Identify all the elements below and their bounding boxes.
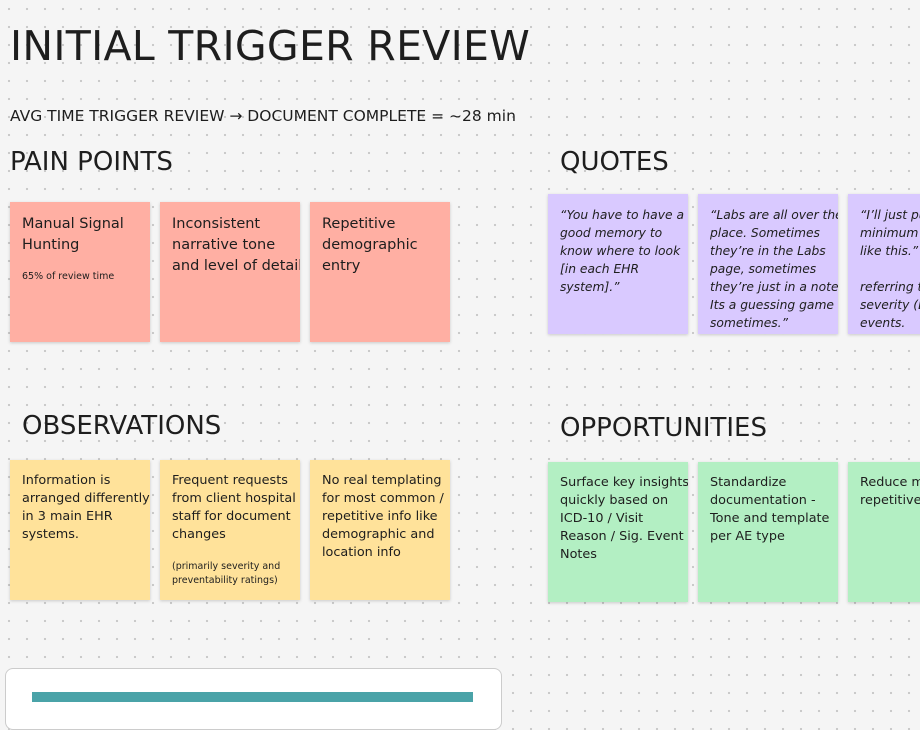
note-text: Reduce ma repetitive in	[860, 474, 920, 510]
section-title: QUOTES	[560, 147, 669, 177]
note-line: Surface key insights	[560, 475, 688, 490]
sticky-note: Surface key insights quickly based on ICD-…	[548, 462, 688, 602]
note-line: Notes	[560, 547, 597, 562]
sticky-note: “Labs are all over the place. Sometimes th…	[698, 194, 838, 334]
note-line: documentation -	[710, 493, 816, 508]
note-line: Repetitive	[322, 216, 396, 232]
note-line: repetitive info like	[322, 509, 438, 524]
note-detail-line: (primarily severity and	[172, 561, 281, 572]
note-line: per AE type	[710, 529, 785, 544]
note-line: narrative tone	[172, 237, 276, 253]
note-line: Inconsistent	[172, 216, 261, 232]
note-line: staff for document	[172, 509, 291, 524]
note-line: sometimes.”	[710, 316, 788, 330]
section-title: OPPORTUNITIES	[560, 413, 767, 443]
note-line: arranged differently	[22, 491, 150, 506]
sticky-note: Information is arranged differently in 3 m…	[10, 460, 150, 600]
note-text: Standardize documentation - Tone and templ…	[710, 474, 830, 546]
note-line: Frequent requests	[172, 473, 288, 488]
sticky-note: “You have to have a good memory to know wh…	[548, 194, 688, 334]
note-line: Standardize	[710, 475, 787, 490]
page-title: INITIAL TRIGGER REVIEW	[10, 22, 531, 70]
note-detail: (primarily severity and preventability ra…	[172, 560, 288, 588]
note-line: Reduce ma	[860, 475, 920, 490]
note-text: “You have to have a good memory to know wh…	[560, 206, 684, 296]
frame-bar	[32, 692, 473, 702]
note-detail-line: preventability ratings)	[172, 575, 278, 586]
note-text: Inconsistent narrative tone and level of d…	[172, 214, 300, 277]
sticky-note: Manual Signal Hunting 65% of review time	[10, 202, 150, 342]
sticky-note: Reduce ma repetitive in	[848, 462, 920, 602]
note-line: and level of detail	[172, 258, 300, 274]
note-line: location info	[322, 545, 401, 560]
note-line: for most common /	[322, 491, 444, 506]
note-detail: referring to severity (D events.	[860, 278, 920, 332]
note-text: Information is arranged differently in 3 m…	[22, 472, 150, 544]
note-line: [in each EHR	[560, 262, 640, 276]
note-line: know where to look	[560, 244, 681, 258]
note-line: repetitive in	[860, 493, 920, 508]
note-line: demographic and	[322, 527, 435, 542]
note-line: “I’ll just put	[860, 208, 920, 222]
note-line: entry	[322, 258, 361, 274]
note-detail-line: severity (D	[860, 298, 920, 312]
note-text: Repetitive demographic entry	[322, 214, 438, 277]
note-line: “You have to have a	[560, 208, 684, 222]
sticky-note: Repetitive demographic entry	[310, 202, 450, 342]
note-line: place. Sometimes	[710, 226, 820, 240]
note-text: Manual Signal Hunting	[22, 214, 138, 256]
section-title: PAIN POINTS	[10, 147, 173, 177]
note-detail-line: 65% of review time	[22, 271, 115, 282]
sticky-note: Standardize documentation - Tone and templ…	[698, 462, 838, 602]
note-line: system].”	[560, 280, 620, 294]
note-text: Surface key insights quickly based on ICD-…	[560, 474, 688, 564]
note-line: page, sometimes	[710, 262, 817, 276]
note-line: quickly based on	[560, 493, 669, 508]
sticky-note: “I’ll just put minimum f like this.” referr…	[848, 194, 920, 334]
page-subtitle: AVG TIME TRIGGER REVIEW → DOCUMENT COMPL…	[10, 107, 516, 125]
sticky-note: No real templating for most common / repet…	[310, 460, 450, 600]
note-text: “I’ll just put minimum f like this.”	[860, 206, 920, 260]
sticky-note: Frequent requests from client hospital sta…	[160, 460, 300, 600]
note-detail-line: referring to	[860, 280, 920, 294]
note-line: Tone and template	[710, 511, 830, 526]
note-line: Its a guessing game	[710, 298, 834, 312]
note-line: good memory to	[560, 226, 663, 240]
note-line: Manual Signal	[22, 216, 124, 232]
note-line: demographic	[322, 237, 418, 253]
note-line: from client hospital	[172, 491, 296, 506]
section-title: OBSERVATIONS	[22, 411, 222, 441]
note-line: ICD-10 / Visit	[560, 511, 644, 526]
sticky-note: Inconsistent narrative tone and level of d…	[160, 202, 300, 342]
note-line: Hunting	[22, 237, 80, 253]
note-text: Frequent requests from client hospital sta…	[172, 472, 296, 544]
note-line: “Labs are all over the	[710, 208, 838, 222]
note-line: minimum f	[860, 226, 920, 240]
note-text: No real templating for most common / repet…	[322, 472, 444, 562]
note-line: systems.	[22, 527, 79, 542]
note-detail: 65% of review time	[22, 270, 138, 284]
note-line: they’re in the Labs	[710, 244, 826, 258]
note-detail-line: events.	[860, 316, 906, 330]
note-line: like this.”	[860, 244, 919, 258]
note-line: they’re just in a note.	[710, 280, 838, 294]
note-line: No real templating	[322, 473, 442, 488]
note-line: in 3 main EHR	[22, 509, 113, 524]
note-text: “Labs are all over the place. Sometimes th…	[710, 206, 838, 332]
note-line: Reason / Sig. Event	[560, 529, 684, 544]
note-line: Information is	[22, 473, 111, 488]
note-line: changes	[172, 527, 226, 542]
